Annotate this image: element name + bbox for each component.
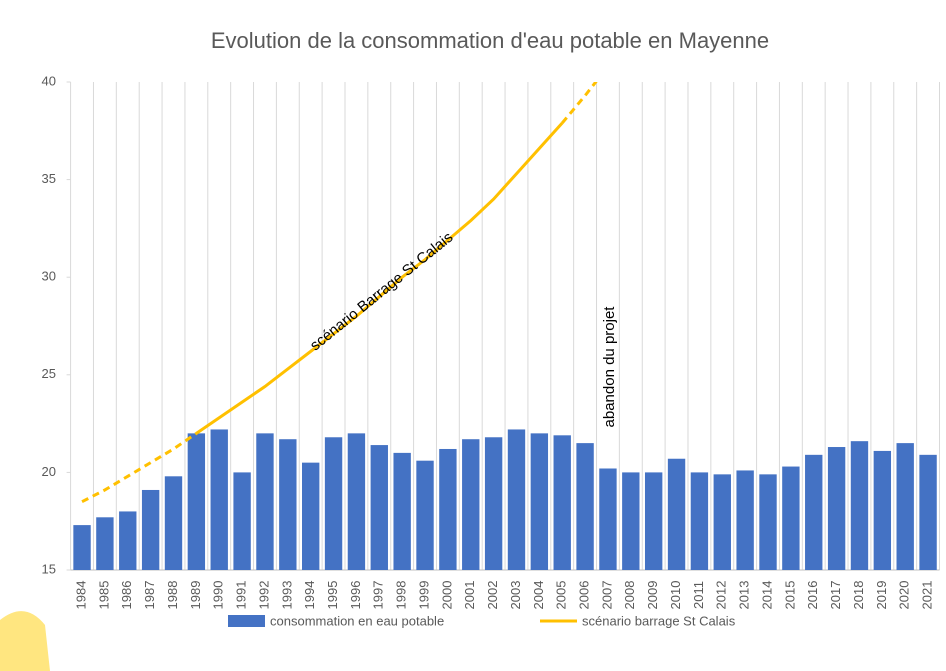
bar (782, 466, 800, 570)
x-tick-label: 2007 (599, 581, 614, 610)
bar (850, 441, 869, 570)
x-tick-label: 2006 (577, 581, 592, 610)
bar (233, 472, 251, 570)
x-tick-label: 2013 (737, 581, 752, 610)
bar (530, 433, 549, 570)
bar (210, 429, 228, 570)
bar (141, 489, 160, 570)
x-tick-label: 1995 (325, 581, 340, 610)
x-tick-label: 1996 (348, 581, 363, 610)
y-tick-label: 35 (42, 171, 56, 186)
x-tick-label: 2018 (851, 581, 866, 610)
x-tick-label: 2014 (759, 581, 774, 610)
x-tick-label: 2012 (714, 581, 729, 610)
y-tick-label: 40 (42, 73, 56, 88)
legend-swatch (228, 615, 265, 627)
x-tick-label: 1987 (142, 581, 157, 610)
bar (667, 458, 686, 570)
x-tick-label: 2001 (462, 581, 477, 610)
x-tick-label: 1986 (119, 581, 134, 610)
bar (713, 474, 731, 570)
x-tick-label: 1989 (188, 581, 203, 610)
bar (599, 468, 617, 570)
x-tick-label: 2011 (691, 581, 706, 609)
bar (393, 452, 411, 570)
bar (484, 437, 503, 570)
bar (279, 439, 297, 570)
bar (827, 447, 846, 570)
bar (919, 454, 937, 570)
x-tick-label: 2005 (554, 581, 569, 610)
x-tick-label: 2009 (645, 581, 660, 610)
chart-title: Evolution de la consommation d'eau potab… (211, 28, 769, 53)
bar (736, 470, 754, 570)
y-tick-label: 20 (42, 464, 56, 479)
bar (416, 460, 434, 570)
x-tick-label: 2017 (828, 581, 843, 610)
x-tick-label: 1997 (371, 581, 386, 610)
x-tick-label: 2020 (897, 581, 912, 610)
bar (347, 433, 366, 570)
y-tick-label: 30 (42, 269, 56, 284)
line-series (81, 432, 198, 504)
x-tick-label: 2004 (531, 581, 546, 610)
bar (73, 525, 91, 570)
bar (119, 511, 137, 570)
bar (324, 437, 343, 570)
line-group (81, 82, 598, 504)
bar (553, 435, 571, 570)
x-tick-label: 1993 (279, 581, 294, 610)
x-tick-label: 2021 (920, 581, 935, 610)
bar (622, 472, 640, 570)
bar (462, 439, 480, 570)
bar (302, 462, 320, 570)
x-tick-label: 2000 (439, 581, 454, 610)
bar (873, 450, 892, 570)
bar (507, 429, 526, 570)
x-tick-label: 2002 (485, 581, 500, 610)
x-tick-label: 2003 (508, 581, 523, 610)
x-tick-label: 2016 (805, 581, 820, 610)
bar (256, 433, 274, 570)
x-tick-label: 2008 (622, 581, 637, 610)
bar (805, 454, 823, 570)
y-tick-label: 25 (42, 366, 56, 381)
x-tick-label: 1988 (165, 581, 180, 610)
x-tick-label: 1990 (211, 581, 226, 610)
x-tick-label: 1991 (234, 581, 249, 610)
bar (759, 474, 777, 570)
x-tick-label: 2019 (874, 581, 889, 610)
x-tick-label: 1985 (96, 581, 111, 610)
bar (96, 517, 114, 570)
legend-label: scénario barrage St Calais (582, 613, 736, 628)
bar (187, 433, 206, 570)
y-tick-label: 15 (42, 561, 56, 576)
bar (370, 445, 388, 570)
x-tick-label: 1994 (302, 581, 317, 610)
annotation: abandon du projet (601, 306, 618, 428)
bar (896, 443, 914, 570)
x-tick-label: 1992 (256, 581, 271, 610)
bar (439, 448, 457, 570)
x-tick-label: 2015 (782, 581, 797, 610)
bar (644, 472, 663, 570)
decoration (0, 611, 50, 671)
x-tick-label: 1984 (73, 581, 88, 610)
x-tick-label: 1999 (416, 581, 431, 610)
bar (164, 476, 183, 570)
x-tick-label: 2010 (668, 581, 683, 610)
legend-label: consommation en eau potable (270, 613, 444, 628)
line-series (195, 121, 564, 435)
bar (576, 443, 594, 570)
bar (690, 472, 709, 570)
x-tick-label: 1998 (394, 581, 409, 610)
